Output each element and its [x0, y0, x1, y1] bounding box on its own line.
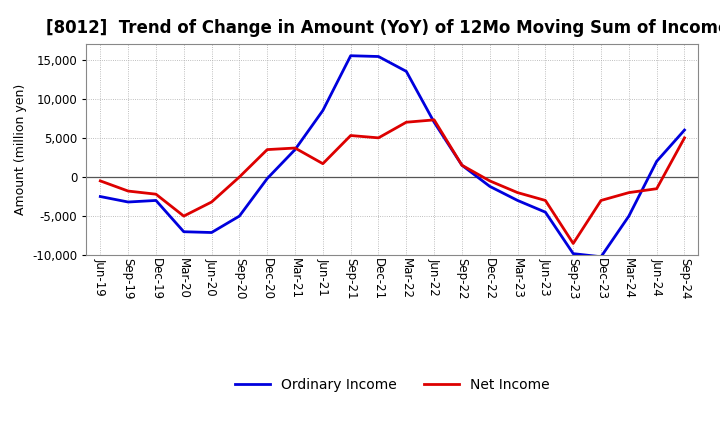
Net Income: [235, 174, 243, 180]
Net Income: [318, 161, 327, 166]
Title: [8012]  Trend of Change in Amount (YoY) of 12Mo Moving Sum of Incomes: [8012] Trend of Change in Amount (YoY) o…: [46, 19, 720, 37]
Net Income: [541, 198, 550, 203]
Net Income: [179, 213, 188, 219]
Ordinary Income: [458, 163, 467, 168]
Y-axis label: Amount (million yen): Amount (million yen): [14, 84, 27, 215]
Ordinary Income: [346, 53, 355, 59]
Ordinary Income: [402, 69, 410, 74]
Ordinary Income: [513, 198, 522, 203]
Net Income: [124, 188, 132, 194]
Ordinary Income: [291, 147, 300, 152]
Net Income: [430, 117, 438, 122]
Net Income: [458, 163, 467, 168]
Ordinary Income: [235, 213, 243, 219]
Net Income: [207, 199, 216, 205]
Ordinary Income: [374, 54, 383, 59]
Net Income: [263, 147, 271, 152]
Net Income: [374, 135, 383, 140]
Line: Ordinary Income: Ordinary Income: [100, 56, 685, 257]
Net Income: [152, 191, 161, 197]
Ordinary Income: [207, 230, 216, 235]
Net Income: [485, 178, 494, 183]
Ordinary Income: [680, 128, 689, 133]
Ordinary Income: [597, 254, 606, 260]
Ordinary Income: [263, 176, 271, 181]
Ordinary Income: [179, 229, 188, 235]
Ordinary Income: [485, 184, 494, 189]
Line: Net Income: Net Income: [100, 120, 685, 243]
Net Income: [402, 120, 410, 125]
Ordinary Income: [569, 251, 577, 256]
Ordinary Income: [318, 108, 327, 113]
Net Income: [652, 186, 661, 191]
Ordinary Income: [624, 213, 633, 219]
Ordinary Income: [541, 209, 550, 215]
Net Income: [680, 135, 689, 140]
Ordinary Income: [124, 199, 132, 205]
Ordinary Income: [96, 194, 104, 199]
Ordinary Income: [430, 120, 438, 125]
Net Income: [624, 190, 633, 195]
Ordinary Income: [152, 198, 161, 203]
Net Income: [513, 190, 522, 195]
Net Income: [569, 241, 577, 246]
Net Income: [346, 133, 355, 138]
Ordinary Income: [652, 159, 661, 164]
Net Income: [291, 145, 300, 150]
Legend: Ordinary Income, Net Income: Ordinary Income, Net Income: [230, 372, 555, 397]
Net Income: [96, 178, 104, 183]
Net Income: [597, 198, 606, 203]
